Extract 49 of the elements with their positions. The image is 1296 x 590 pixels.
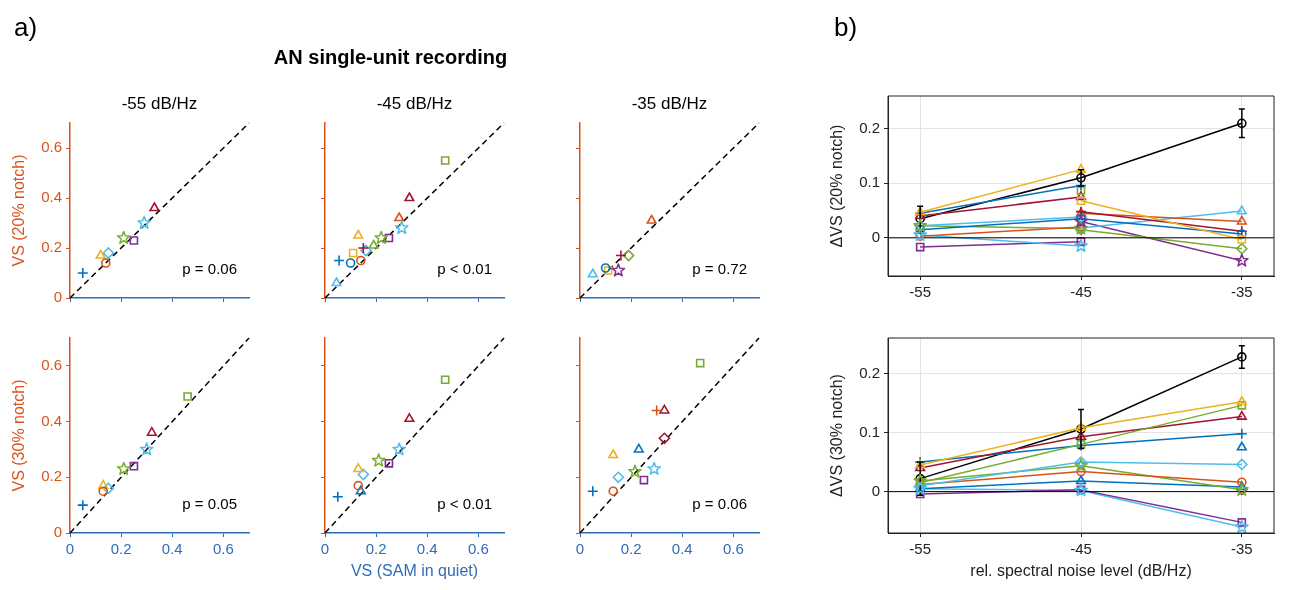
x-tick-label: 0.4	[671, 540, 693, 558]
y-tick-label: 0.4	[41, 411, 62, 429]
x-tick-label: 0	[320, 540, 330, 558]
x-tick-label: 0.2	[110, 540, 132, 558]
x-tick-label: -35	[1230, 540, 1253, 558]
y-tick-label: 0.6	[41, 356, 62, 373]
y-tick-label: 0.1	[859, 173, 880, 191]
annotation: p < 0.01	[437, 495, 492, 513]
y-tick-label: 0.2	[859, 118, 880, 136]
x-tick-label: 0.6	[723, 540, 744, 558]
y-tick-label: 0	[871, 481, 880, 499]
chart-title: -55 dB/Hz	[121, 94, 198, 113]
x-tick-label: 0	[65, 540, 75, 558]
x-tick-label: -55	[909, 283, 932, 301]
y-axis-title: ΔVS (30% notch)	[828, 374, 846, 497]
y-tick-label: 0.2	[41, 467, 62, 485]
y-tick-label: 0.1	[859, 422, 880, 440]
x-tick-label: -45	[1070, 283, 1092, 301]
annotation: p = 0.06	[692, 495, 747, 513]
text: a)	[14, 12, 38, 42]
x-axis-title: rel. spectral noise level (dB/Hz)	[970, 561, 1192, 579]
y-tick-label: 0.2	[41, 238, 62, 256]
annotation: p = 0.06	[182, 260, 237, 278]
y-axis-title: ΔVS (20% notch)	[828, 124, 846, 248]
y-tick-label: 0	[53, 523, 62, 541]
x-tick-label: 0.2	[620, 540, 642, 558]
x-tick-label: 0.2	[365, 540, 387, 558]
x-tick-label: 0.4	[161, 540, 183, 558]
x-tick-label: 0.6	[213, 540, 234, 558]
chart-subtitle: -45 dB/Hz	[376, 94, 453, 113]
x-tick-label: -45	[1070, 540, 1092, 558]
y-tick-label: 0	[871, 227, 880, 245]
annotation: p < 0.01	[437, 260, 492, 278]
annotation: p = 0.72	[692, 260, 747, 278]
x-tick-label: -55	[909, 540, 932, 558]
x-tick-label: -35	[1230, 283, 1253, 301]
y-tick-label: 0.6	[41, 138, 62, 156]
y-axis-title: VS (20% notch)	[10, 154, 28, 267]
y-tick-label: 0.4	[41, 188, 62, 206]
annotation: p = 0.05	[182, 495, 237, 513]
x-tick-label: 0.4	[416, 540, 438, 558]
x-axis-title: VS (SAM in quiet)	[350, 561, 479, 579]
x-tick-label: 0.6	[468, 540, 489, 558]
chart-title: AN single-unit recording	[272, 45, 509, 69]
y-tick-label: 0.2	[859, 363, 880, 381]
chart-title: -35 dB/Hz	[631, 94, 708, 113]
x-tick-label: 0	[575, 540, 585, 558]
text: b)	[834, 12, 858, 42]
y-axis-title: VS (30% notch)	[10, 379, 28, 492]
